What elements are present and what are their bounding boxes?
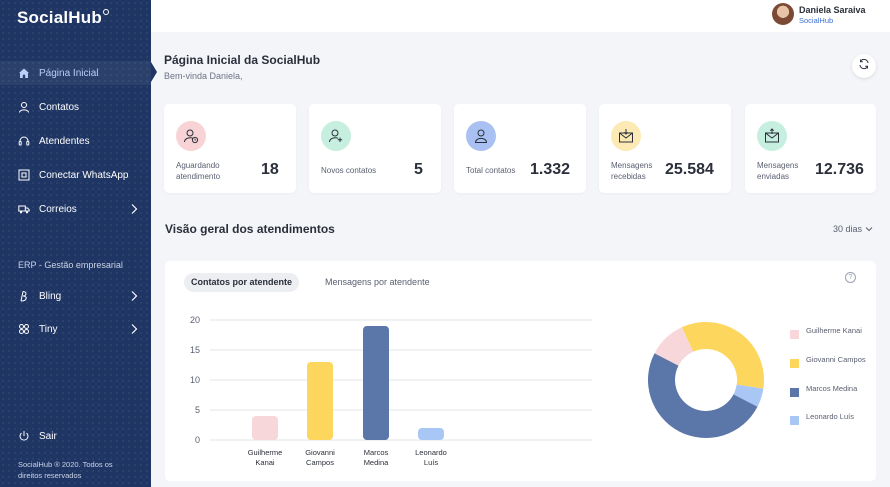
user-org: SocialHub: [799, 16, 834, 25]
period-label: 30 dias: [833, 224, 863, 234]
x-tick-label: Marcos: [364, 448, 389, 457]
user-icon: [466, 121, 496, 151]
sidebar-item-conectar-whatsapp[interactable]: Conectar WhatsApp: [0, 163, 151, 187]
x-tick-label: Giovanni: [305, 448, 335, 457]
stat-label: Total contatos: [466, 166, 516, 175]
chevron-down-icon: [865, 224, 873, 234]
stat-value: 25.584: [665, 161, 714, 178]
refresh-icon: [858, 57, 870, 75]
power-icon: [18, 430, 30, 442]
y-tick-label: 15: [190, 345, 200, 355]
sidebar-item-label: Atendentes: [39, 135, 90, 147]
stat-value: 1.332: [530, 161, 571, 178]
stat-label: Mensagens enviadas: [757, 161, 799, 181]
sidebar-item-label: Tiny: [39, 323, 58, 335]
donut-slice: [648, 353, 758, 438]
stat-card-total-contatos: Total contatos 1.332: [454, 104, 586, 193]
app-logo[interactable]: SocialHub: [17, 8, 109, 28]
sidebar-section-title: ERP - Gestão empresarial: [18, 260, 123, 270]
chevron-right-icon: [128, 290, 140, 302]
user-icon: [18, 101, 30, 113]
active-indicator: [151, 62, 157, 82]
sidebar: SocialHub Página Inicial Contatos Atende…: [0, 0, 151, 487]
legend-label: Leonardo Luís: [806, 412, 854, 421]
y-tick-label: 0: [195, 435, 200, 445]
x-tick-label: Campos: [306, 458, 334, 467]
sidebar-item-correios[interactable]: Correios: [0, 197, 151, 221]
user-name[interactable]: Daniela Saraiva: [799, 5, 866, 15]
sidebar-item-contatos[interactable]: Contatos: [0, 95, 151, 119]
legend-swatch: [790, 388, 799, 397]
bling-icon: [18, 290, 30, 302]
legend-label: Guilherme Kanai: [806, 326, 862, 335]
period-select[interactable]: 30 dias: [833, 224, 873, 234]
user-clock-icon: [176, 121, 206, 151]
page-title: Página Inicial da SocialHub: [164, 53, 321, 67]
logout-label: Sair: [39, 430, 57, 442]
sidebar-item-label: Bling: [39, 290, 62, 302]
footer-copyright: SocialHub ® 2020. Todos os direitos rese…: [18, 460, 113, 480]
home-icon: [18, 67, 30, 79]
stat-value: 18: [261, 161, 279, 178]
bar: [307, 362, 333, 440]
stat-card-aguardando: Aguardando atendimento 18: [164, 104, 296, 193]
stat-card-mensagens-enviadas: Mensagens enviadas 12.736: [745, 104, 876, 193]
stat-value: 5: [414, 161, 423, 178]
top-bar: [151, 0, 890, 32]
legend-swatch: [790, 416, 799, 425]
help-icon[interactable]: ?: [845, 272, 856, 283]
chevron-right-icon: [128, 203, 140, 215]
avatar[interactable]: [772, 3, 794, 25]
sidebar-item-atendentes[interactable]: Atendentes: [0, 129, 151, 153]
x-tick-label: Leonardo: [415, 448, 447, 457]
x-tick-label: Luís: [424, 458, 438, 467]
tab-mensagens-por-atendente[interactable]: Mensagens por atendente: [325, 277, 430, 287]
mail-out-icon: [757, 121, 787, 151]
mail-in-icon: [611, 121, 641, 151]
refresh-button[interactable]: [852, 54, 876, 78]
y-tick-label: 20: [190, 315, 200, 325]
bar: [418, 428, 444, 440]
sidebar-item-label: Contatos: [39, 101, 80, 113]
donut-slice: [681, 322, 764, 389]
tiny-icon: [18, 323, 30, 335]
sidebar-item-pagina-inicial[interactable]: Página Inicial: [0, 61, 151, 85]
stat-value: 12.736: [815, 161, 864, 178]
sidebar-item-tiny[interactable]: Tiny: [0, 317, 151, 341]
qr-icon: [18, 169, 30, 181]
stat-label: Mensagens recebidas: [611, 161, 653, 181]
sidebar-item-label: Página Inicial: [39, 67, 99, 79]
donut-slice: [654, 327, 694, 366]
user-plus-icon: [321, 121, 351, 151]
legend-swatch: [790, 330, 799, 339]
bar: [363, 326, 389, 440]
headset-icon: [18, 135, 30, 147]
legend-swatch: [790, 359, 799, 368]
logout-button[interactable]: Sair: [0, 424, 151, 448]
x-tick-label: Guilherme: [248, 448, 283, 457]
y-tick-label: 5: [195, 405, 200, 415]
x-tick-label: Medina: [364, 458, 389, 467]
y-tick-label: 10: [190, 375, 200, 385]
stat-card-mensagens-recebidas: Mensagens recebidas 25.584: [599, 104, 731, 193]
x-tick-label: Kanai: [255, 458, 275, 467]
page-subtitle: Bem-vinda Daniela,: [164, 71, 243, 81]
stat-label: Novos contatos: [321, 166, 377, 175]
legend-label: Giovanni Campos: [806, 355, 866, 364]
legend-label: Marcos Medina: [806, 384, 858, 393]
logo-mark-icon: [102, 9, 109, 15]
sidebar-item-label: Conectar WhatsApp: [39, 169, 129, 181]
donut-slice: [733, 384, 764, 407]
sidebar-item-bling[interactable]: Bling: [0, 284, 151, 308]
chevron-right-icon: [128, 323, 140, 335]
truck-icon: [18, 203, 30, 215]
stat-card-novos-contatos: Novos contatos 5: [309, 104, 441, 193]
bar: [252, 416, 278, 440]
sidebar-item-label: Correios: [39, 203, 77, 215]
overview-title: Visão geral dos atendimentos: [165, 222, 335, 236]
stat-label: Aguardando atendimento: [176, 161, 221, 181]
tab-contatos-por-atendente[interactable]: Contatos por atendente: [184, 273, 300, 292]
